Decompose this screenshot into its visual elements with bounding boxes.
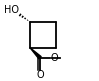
- Text: O: O: [50, 53, 58, 63]
- Text: HO: HO: [4, 5, 19, 15]
- Text: O: O: [36, 70, 44, 80]
- Polygon shape: [30, 48, 41, 59]
